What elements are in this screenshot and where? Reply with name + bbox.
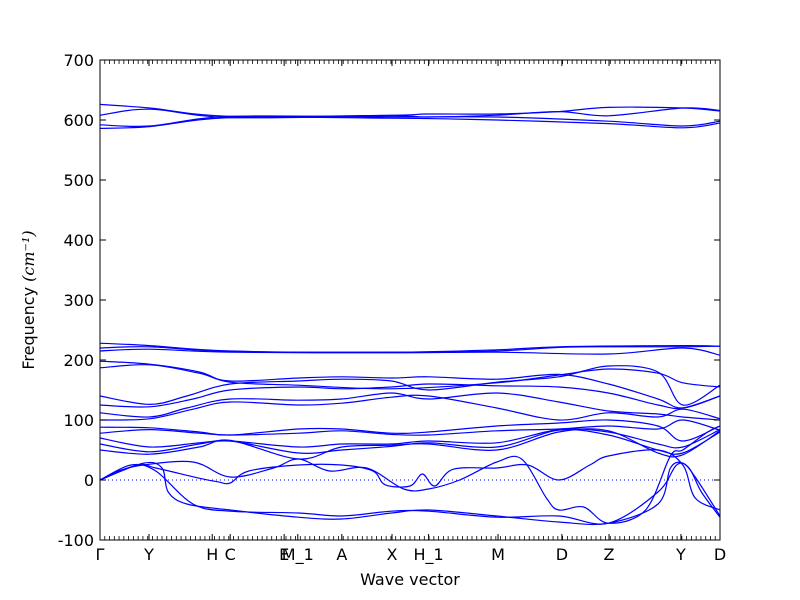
y-axis-label-text: Frequency xyxy=(19,287,38,370)
y-tick-label: 400 xyxy=(63,231,94,250)
x-tick-label: Γ xyxy=(96,545,105,564)
band-line-19 xyxy=(100,449,720,511)
x-tick-label: E xyxy=(279,545,289,564)
band-line-11 xyxy=(100,383,720,410)
y-tick-label: 300 xyxy=(63,291,94,310)
x-tick-label: C xyxy=(225,545,236,564)
x-tick-label: D xyxy=(714,545,726,564)
band-line-13 xyxy=(100,394,720,421)
band-line-21 xyxy=(100,462,720,525)
x-tick-label: Y xyxy=(143,545,154,564)
x-axis-label: Wave vector xyxy=(360,570,460,589)
band-line-7 xyxy=(100,342,720,353)
y-tick-label: 700 xyxy=(63,51,94,70)
y-axis-ticks: -100 0 100 200 300 400 500 600 700 xyxy=(58,51,720,550)
x-tick-label: M xyxy=(491,545,505,564)
x-tick-label: M_1 xyxy=(282,545,314,565)
minor-tick-marks xyxy=(99,60,721,540)
band-line-14 xyxy=(100,419,720,442)
band-line-6 xyxy=(100,345,720,353)
band-line-10 xyxy=(100,365,720,406)
x-tick-label: D xyxy=(556,545,568,564)
band-line-8 xyxy=(100,360,720,390)
x-tick-label: Y xyxy=(675,545,686,564)
x-tick-label: H xyxy=(206,545,218,564)
x-tick-label: X xyxy=(387,545,398,564)
band-line-4 xyxy=(100,103,720,118)
band-line-9 xyxy=(100,364,720,409)
x-axis-ticks: Γ Y H C EM_1 A X H_1 M D Z Y D xyxy=(96,60,726,565)
band-line-18 xyxy=(100,428,720,460)
y-tick-label: 200 xyxy=(63,351,94,370)
y-tick-label: -100 xyxy=(58,531,94,550)
x-tick-label: H_1 xyxy=(413,545,443,565)
band-line-15 xyxy=(100,419,720,436)
y-tick-label: 100 xyxy=(63,411,94,430)
band-line-16 xyxy=(100,428,720,449)
band-line-22 xyxy=(100,425,720,524)
y-tick-label: 600 xyxy=(63,111,94,130)
y-tick-label: 0 xyxy=(84,471,94,490)
y-axis-label-unit: (cm⁻¹) xyxy=(19,230,38,281)
band-line-3 xyxy=(100,107,720,119)
y-axis-label: Frequency (cm⁻¹) xyxy=(19,230,38,369)
band-lines xyxy=(100,103,720,526)
y-tick-label: 500 xyxy=(63,171,94,190)
x-tick-label: A xyxy=(336,545,347,564)
x-tick-label: Z xyxy=(604,545,615,564)
